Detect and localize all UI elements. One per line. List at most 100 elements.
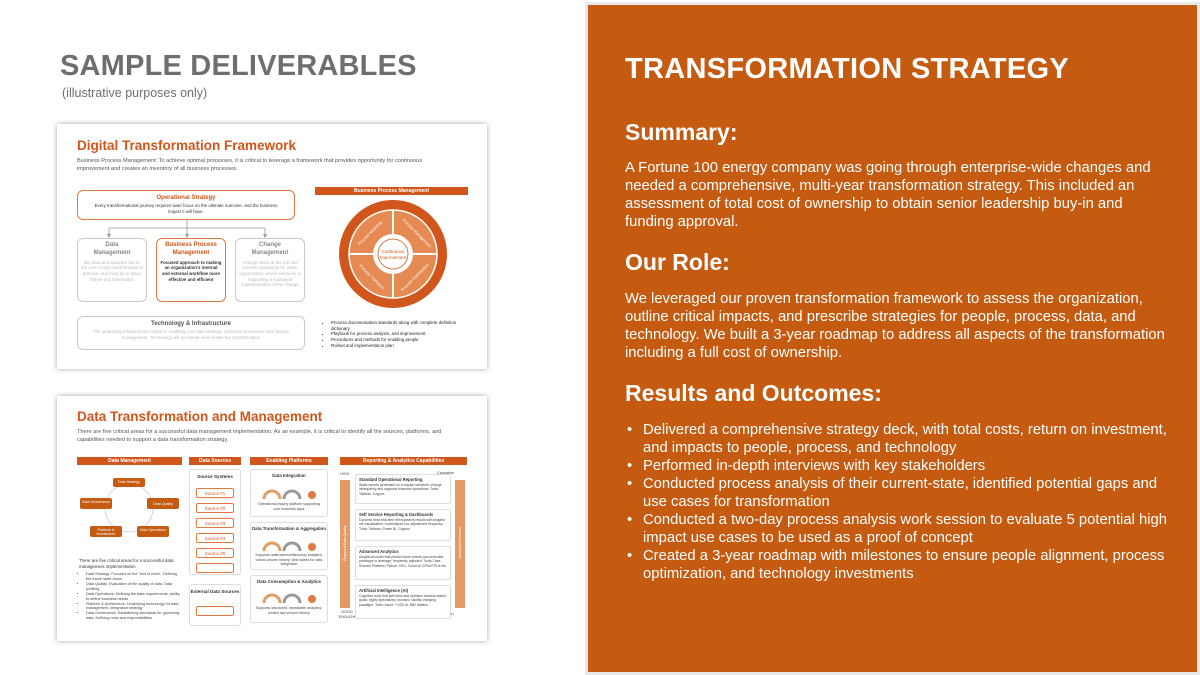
axis-good-enough-label: GOOD ENOUGH (338, 610, 356, 619)
bpm-bullets: Process documentation standards along wi… (325, 320, 475, 349)
source-item: Source #2 (196, 503, 234, 513)
list-item: Conducted process analysis of their curr… (625, 475, 1170, 511)
axis-causative-label: Causative (437, 471, 454, 475)
capability-text: Static reports generated on a regular sc… (359, 483, 442, 496)
capability-box: Artificial Intelligence (AI) Cognitive t… (355, 585, 451, 619)
svg-text:Improvement: Improvement (380, 255, 407, 260)
gauge-icon (262, 541, 316, 552)
results-heading: Results and Outcomes: (625, 380, 882, 406)
bpm-bar: Business Process Management (315, 187, 468, 195)
pillar-text: Big data and analytics are at the core o… (81, 259, 143, 282)
pillar-data-management: Data Management Big data and analytics a… (77, 238, 147, 302)
capability-text: Analytical model that predict future eve… (359, 555, 447, 568)
connector-arrows (107, 220, 267, 238)
pillar-change-management: Change Management Change starts at the t… (235, 238, 305, 302)
card-title: Digital Transformation Framework (77, 138, 297, 153)
panel-title: TRANSFORMATION STRATEGY (625, 53, 1070, 85)
capability-heading: Standard Operational Reporting (359, 477, 423, 482)
capability-heading: Artificial Intelligence (AI) (359, 588, 409, 593)
pillar-heading: Data Management (93, 242, 131, 256)
digital-transformation-card: Digital Transformation Framework Busines… (57, 124, 487, 369)
axis-high-label: HIGH (340, 472, 350, 476)
list-item: Data Strategy: Focused on the "end in mi… (86, 572, 183, 582)
dm-node: Data Quality (153, 502, 173, 506)
technology-infrastructure-box: Technology & Infrastructure The underlyi… (77, 316, 305, 350)
platform-text: Supports unstructured/discovery analytic… (255, 553, 323, 567)
operational-strategy-text: Every transformational journey requires … (94, 203, 278, 214)
role-heading: Our Role: (625, 249, 730, 275)
transformation-strategy-panel: TRANSFORMATION STRATEGY Summary: A Fortu… (585, 2, 1200, 675)
platform-heading: Data Consumption & Analytics (257, 579, 321, 584)
axis-right-bar (455, 480, 465, 608)
platform-text: Supports structured, repeatable analytic… (255, 606, 323, 615)
external-source-item: ... (196, 606, 234, 616)
col-head-reporting: Reporting & Analytics Capabilities (340, 457, 467, 465)
capability-heading: Advanced Analytics (359, 549, 399, 554)
dm-bullets: Data Strategy: Focused on the "end in mi… (81, 572, 183, 621)
summary-text: A Fortune 100 energy company was going t… (625, 160, 1151, 230)
pillar-heading: Business Process Management (165, 242, 217, 256)
col-head-data-sources: Data Sources (189, 457, 241, 465)
list-item: Process documentation standards along wi… (331, 320, 475, 331)
sample-deliverables-title: SAMPLE DELIVERABLES (60, 50, 417, 82)
source-item: Source #4 (196, 533, 234, 543)
card-title: Data Transformation and Management (77, 409, 323, 424)
list-item: Conducted a two-day process analysis wor… (625, 511, 1170, 547)
platform-heading: Data Integration (272, 473, 306, 478)
operational-strategy-heading: Operational Strategy (156, 195, 216, 201)
external-sources-box: External Data Sources (189, 584, 241, 626)
gauge-icon (262, 489, 316, 500)
axis-right-label: Outcomes Focused (458, 527, 462, 559)
dm-node: Data Governance (81, 500, 111, 504)
technology-heading: Technology & Infrastructure (151, 321, 231, 327)
capability-heading: Self Service Reporting & Dashboards (359, 512, 434, 517)
card-description: There are five critical areas for a succ… (77, 429, 442, 443)
technology-text: The underlying infrastructure critical t… (92, 329, 290, 340)
dm-node: Platform & Architecture (96, 528, 116, 537)
left-panel: SAMPLE DELIVERABLES (illustrative purpos… (0, 0, 585, 675)
dm-node: Data Operations (139, 528, 167, 532)
pillar-heading: Change Management (251, 242, 289, 256)
source-item: Source #5 (196, 548, 234, 558)
pillar-business-process: Business Process Management Focused appr… (156, 238, 226, 302)
source-item: Source #1 (196, 488, 234, 498)
sample-deliverables-subtitle: (illustrative purposes only) (62, 86, 208, 100)
list-item: Playbook for process analysis, and impro… (331, 331, 475, 337)
capability-box: Standard Operational Reporting Static re… (355, 474, 451, 504)
source-item: Source #3 (196, 518, 234, 528)
list-item: Created a 3-year roadmap with milestones… (625, 547, 1170, 583)
data-transformation-card: Data Transformation and Management There… (57, 396, 487, 641)
capability-text: Cognitive tools that self-learn and opti… (359, 594, 446, 607)
col-head-enabling-platforms: Enabling Platforms (250, 457, 328, 465)
pillar-text: Change starts at the top and involves pr… (239, 259, 301, 288)
axis-left-label: Required Data Quality (343, 525, 347, 561)
role-text: We leveraged our proven transformation f… (625, 291, 1165, 361)
platform-heading: Data Transformation & Aggregation (252, 526, 326, 531)
wheel-center-label: Continuous (382, 249, 406, 254)
dm-node: Data Strategy (118, 480, 140, 484)
summary-heading: Summary: (625, 119, 738, 145)
source-item: ... (196, 563, 234, 573)
list-item: Platform & Architecture: Underlying tech… (86, 602, 183, 612)
gauge-icon (262, 593, 316, 604)
list-item: Procedures and methods for enabling peop… (331, 337, 475, 343)
capability-text: Dynamic near-real-time retrospective res… (359, 518, 445, 531)
list-item: Data Operations: Defining the data requi… (86, 592, 183, 602)
process-wheel: Continuous Improvement Process Modeling … (339, 200, 447, 308)
platform-text: Operational inquiry platform supporting … (258, 502, 320, 511)
results-list: Delivered a comprehensive strategy deck,… (625, 421, 1170, 583)
axis-left-bar (340, 480, 350, 608)
data-management-cycle (80, 478, 179, 537)
pillar-text: Focused approach to making an organizati… (160, 259, 222, 282)
external-sources-heading: External Data Sources (190, 589, 240, 594)
list-item: Data Quality: Evaluation of the quality … (86, 582, 183, 592)
operational-strategy-box: Operational Strategy Every transformatio… (77, 190, 295, 220)
platform-box: Data Transformation & Aggregation Suppor… (250, 522, 328, 570)
list-item: Delivered a comprehensive strategy deck,… (625, 421, 1170, 457)
card-description: Business Process Management: To achieve … (77, 158, 423, 172)
list-item: Data Governance: Establishing standards … (86, 611, 183, 621)
capability-box: Advanced Analytics Analytical model that… (355, 546, 451, 580)
source-systems-heading: Source Systems (197, 474, 233, 479)
list-item: Rollout and implementation plan (331, 343, 475, 349)
platform-gauges (262, 489, 316, 604)
